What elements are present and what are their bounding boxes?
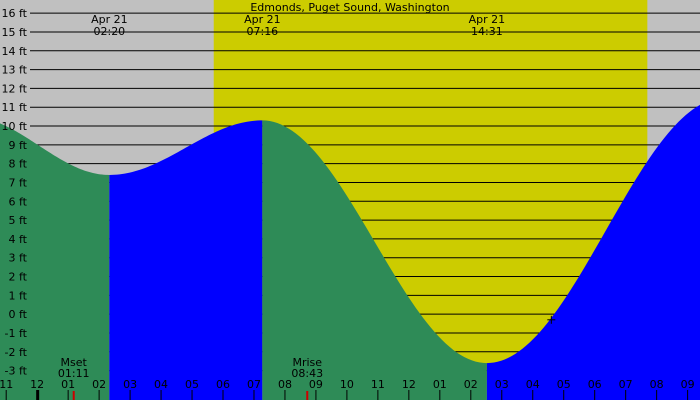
midnight-marker	[36, 390, 40, 400]
tide-curve-areas	[0, 104, 700, 400]
extreme-date-2: Apr 21	[244, 13, 281, 26]
x-tick-label-6: 05	[185, 378, 199, 391]
moon-event-name-0: Mset	[61, 356, 88, 369]
current-time-marker	[547, 315, 556, 324]
x-tick-label-4: 03	[123, 378, 137, 391]
x-tick-label-17: 04	[526, 378, 540, 391]
y-tick-label-16: 0 ft	[9, 308, 28, 321]
extreme-date-1: Apr 21	[91, 13, 128, 26]
y-tick-label-9: 7 ft	[9, 176, 28, 189]
y-tick-label-1: 15 ft	[2, 26, 28, 39]
x-tick-label-10: 09	[309, 378, 323, 391]
extreme-time-1: 02:20	[93, 25, 125, 38]
moon-event-time-0: 01:11	[58, 367, 90, 380]
y-tick-label-10: 6 ft	[9, 195, 28, 208]
y-tick-label-6: 10 ft	[2, 120, 28, 133]
y-tick-label-12: 4 ft	[9, 233, 28, 246]
y-tick-label-18: -2 ft	[5, 346, 28, 359]
extreme-date-3: Apr 21	[469, 13, 506, 26]
x-tick-label-9: 08	[278, 378, 292, 391]
x-tick-label-18: 05	[557, 378, 571, 391]
tide-area-falling-2	[262, 120, 487, 400]
x-tick-label-22: 09	[681, 378, 695, 391]
y-tick-label-5: 11 ft	[2, 101, 28, 114]
x-tick-label-20: 07	[619, 378, 633, 391]
y-tick-label-11: 5 ft	[9, 214, 28, 227]
y-tick-label-15: 1 ft	[9, 289, 28, 302]
y-tick-label-2: 14 ft	[2, 45, 28, 58]
y-axis-labels: 16 ft 15 ft 14 ft 13 ft 12 ft 11 ft 10 ft 9 ft 8…	[2, 7, 28, 377]
chart-title: Edmonds, Puget Sound, Washington	[250, 1, 449, 14]
y-tick-label-8: 8 ft	[9, 158, 28, 171]
x-tick-label-12: 11	[371, 378, 385, 391]
x-tick-label-1: 12	[30, 378, 44, 391]
x-tick-label-5: 04	[154, 378, 168, 391]
x-tick-label-15: 02	[464, 378, 478, 391]
y-tick-label-0: 16 ft	[2, 7, 28, 20]
x-tick-label-3: 02	[92, 378, 106, 391]
x-tick-label-8: 07	[247, 378, 261, 391]
tide-area-falling-0	[0, 123, 110, 400]
moon-event-name-1: Mrise	[292, 356, 322, 369]
extreme-time-2: 07:16	[246, 25, 278, 38]
extreme-time-3: 14:31	[471, 25, 503, 38]
y-tick-label-13: 3 ft	[9, 252, 28, 265]
tide-area-rising-3	[486, 104, 700, 400]
x-tick-label-19: 06	[588, 378, 602, 391]
x-tick-label-21: 08	[650, 378, 664, 391]
x-axis: 11 12 01 02 03 04 05 06 07 08 09 10 11 12 01 02 03 04 05 06…	[0, 378, 695, 400]
x-tick-label-11: 10	[340, 378, 354, 391]
x-tick-label-13: 12	[402, 378, 416, 391]
y-tick-label-14: 2 ft	[9, 271, 28, 284]
y-tick-label-7: 9 ft	[9, 139, 28, 152]
x-tick-label-16: 03	[495, 378, 509, 391]
y-tick-label-17: -1 ft	[5, 327, 28, 340]
y-tick-label-4: 12 ft	[2, 82, 28, 95]
y-tick-label-3: 13 ft	[2, 64, 28, 77]
x-tick-label-7: 06	[216, 378, 230, 391]
moon-event-time-1: 08:43	[291, 367, 323, 380]
y-tick-label-19: -3 ft	[5, 365, 28, 378]
x-tick-label-0: 11	[0, 378, 13, 391]
x-tick-label-14: 01	[433, 378, 447, 391]
x-tick-label-2: 01	[61, 378, 75, 391]
tide-area-rising-1	[109, 120, 263, 400]
